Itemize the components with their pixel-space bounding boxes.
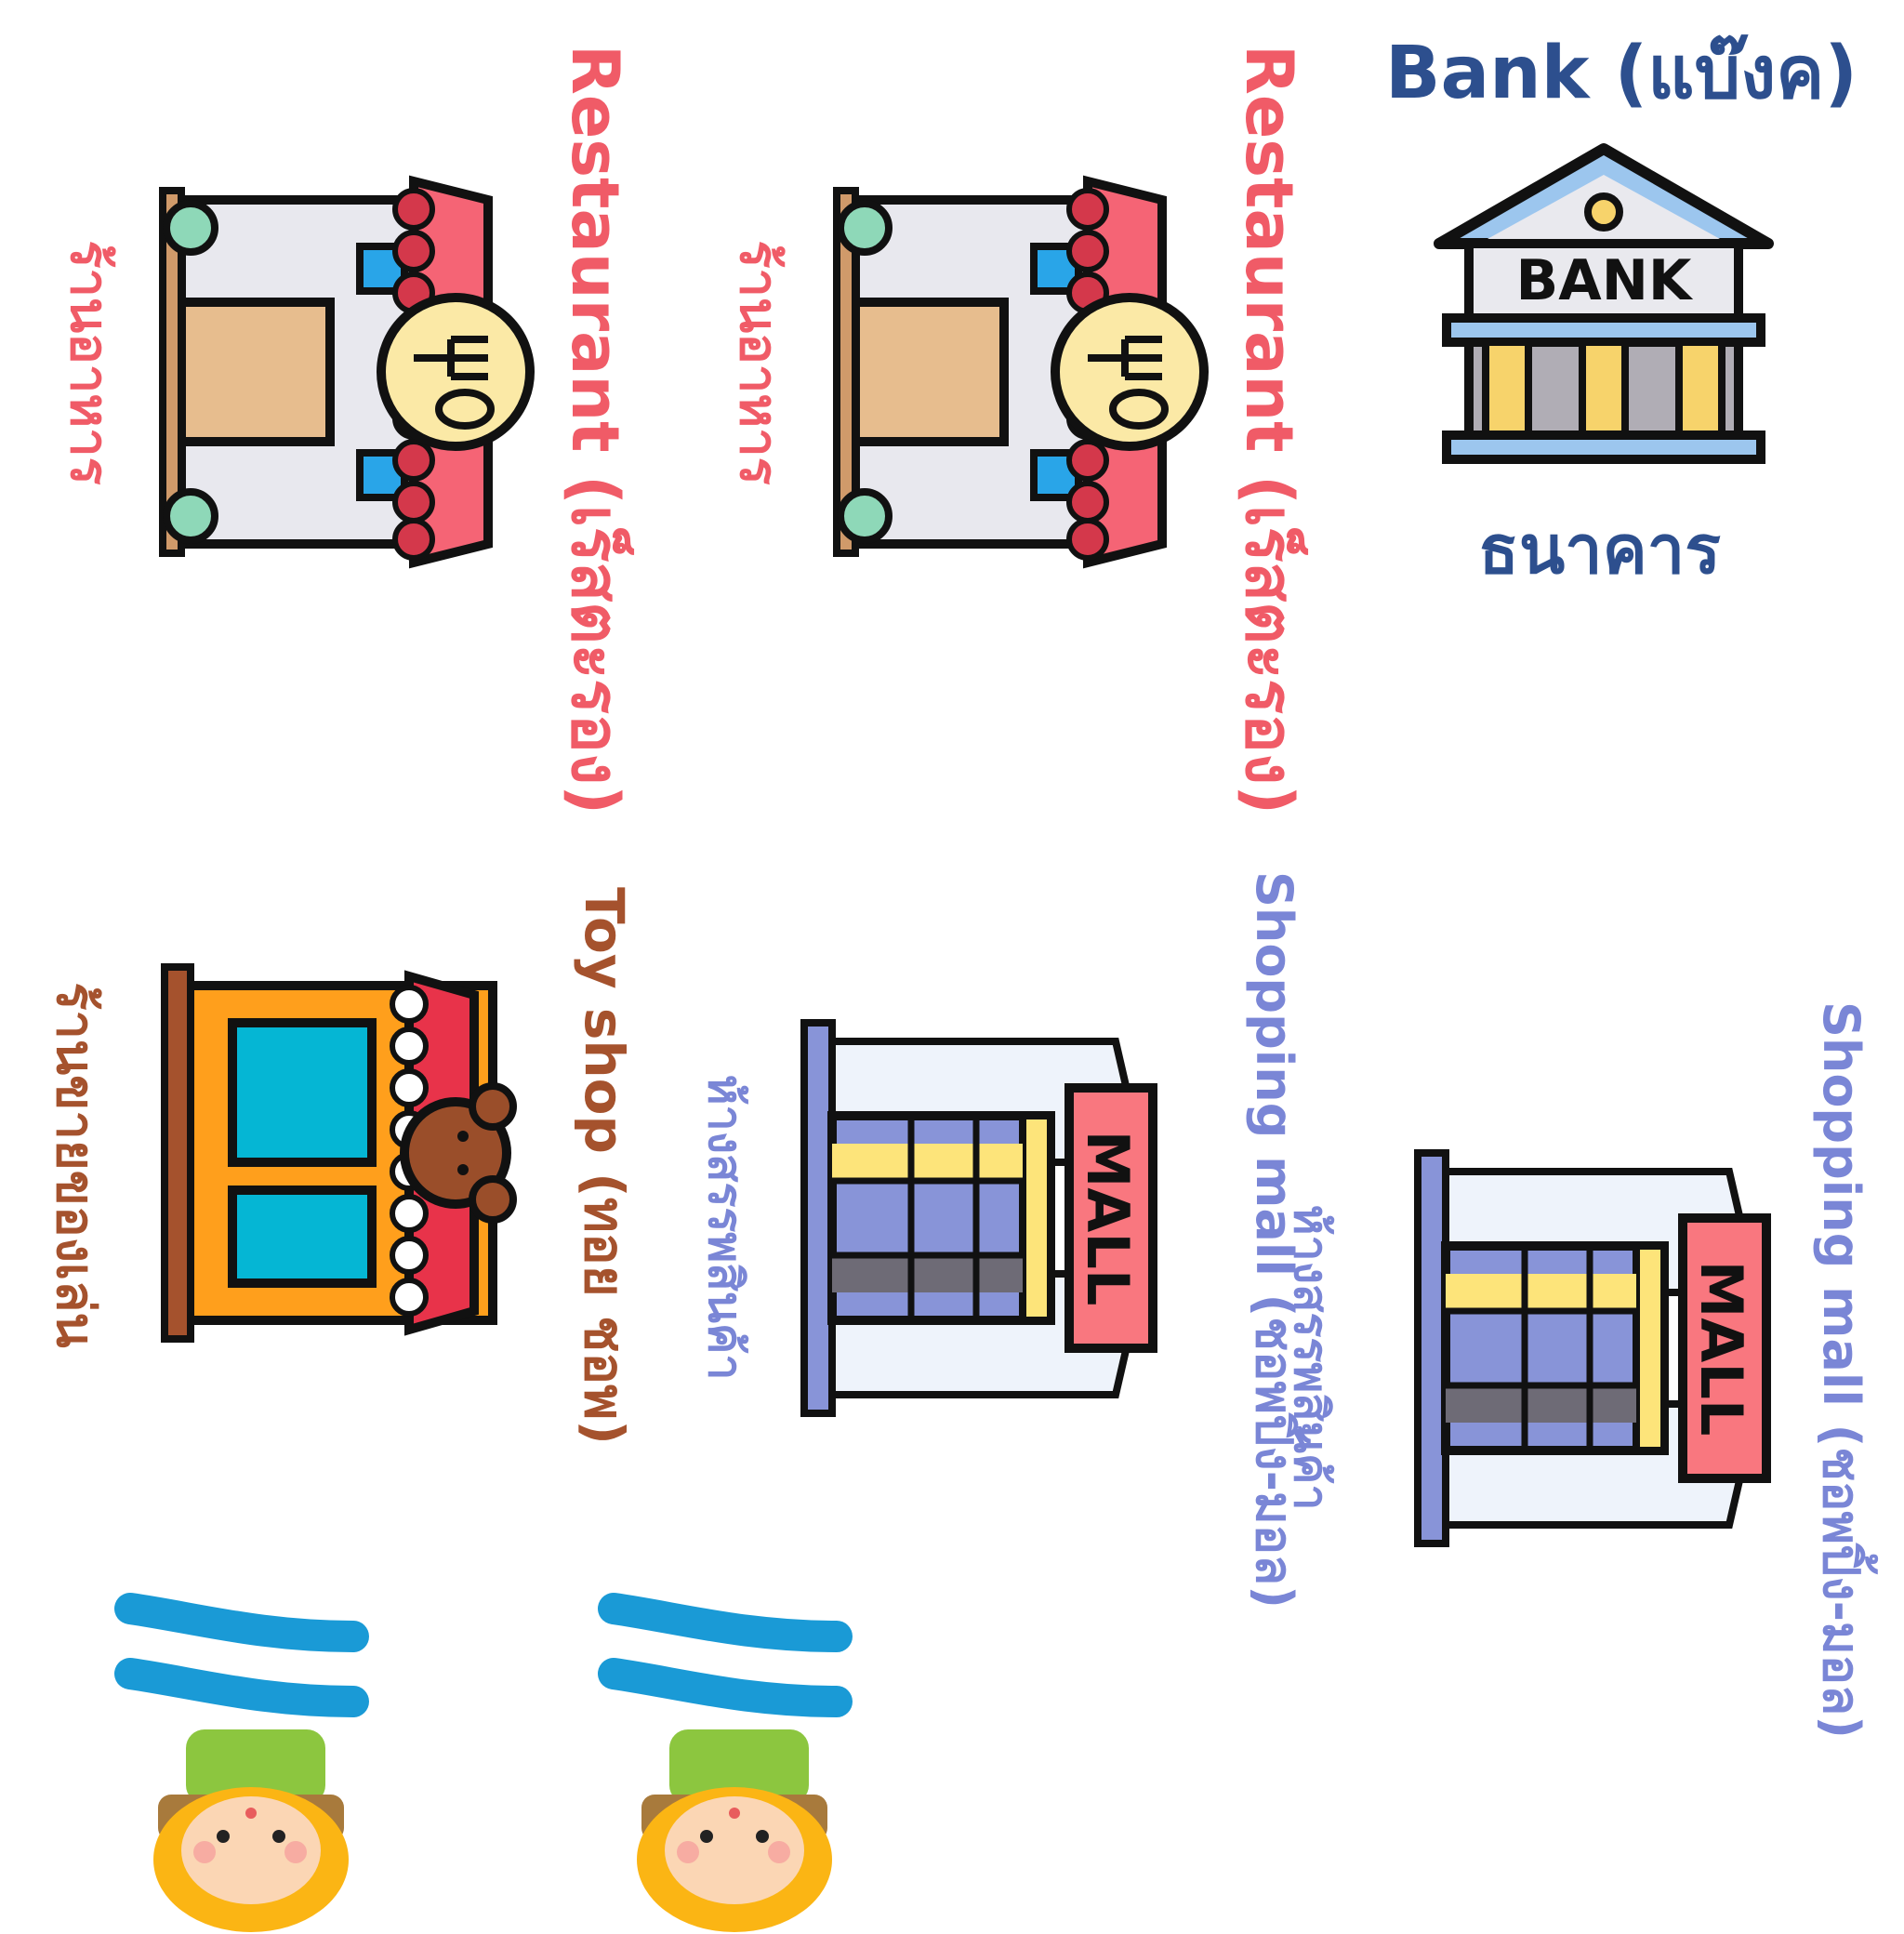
bank-title: Bank (แบ๊งค) [1385, 32, 1858, 115]
restaurant-icon-right [833, 175, 1209, 569]
restaurant-icon-left [159, 175, 535, 569]
bank-thai-label: ธนาคาร [1478, 510, 1721, 589]
mall-thai-label-left: ห้างสรรพสินค้า [698, 1074, 752, 1381]
mall-thai-label-right: ห้างสรรพสินค้า [1284, 1204, 1338, 1511]
mall-icon-left: MALL [800, 1019, 1157, 1417]
toyshop-thai-label: ร้านขายของเล่น [45, 982, 105, 1348]
girl-illustration-right [598, 1593, 853, 1932]
bank-sign-text: BANK [1516, 248, 1694, 313]
mall-sign-text-left: MALL [1074, 1131, 1142, 1306]
mall-icon-right: MALL [1414, 1149, 1771, 1547]
toyshop-icon [161, 963, 517, 1343]
restaurant-english-label-right: Restaurant (เร็สตะรอง) [1231, 45, 1307, 815]
mall-english-label-right: Shopping mall (ชอพปิ้ง-มอล) [1812, 1001, 1871, 1739]
restaurant-english-label-left: Restaurant (เร็สตะรอง) [557, 45, 633, 815]
toyshop-english-label: Toy shop (ทอย ชอพ) [573, 887, 636, 1445]
bank-icon: BANK [1434, 143, 1774, 464]
girl-illustration-left [114, 1593, 369, 1932]
restaurant-thai-label-left: ร้านอาหาร [59, 240, 119, 485]
mall-sign-text-right: MALL [1687, 1261, 1755, 1437]
restaurant-thai-label-right: ร้านอาหาร [728, 240, 788, 485]
